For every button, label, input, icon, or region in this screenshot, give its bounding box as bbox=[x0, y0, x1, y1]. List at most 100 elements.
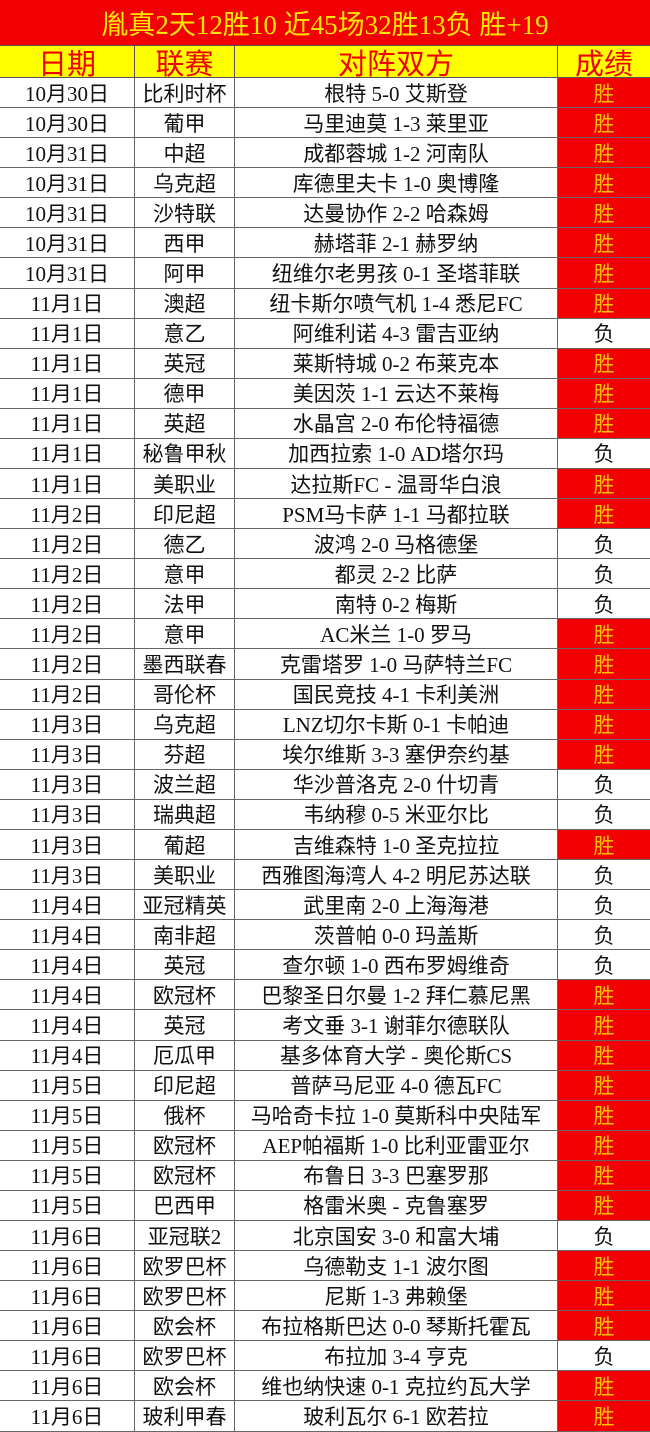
date-cell: 11月5日 bbox=[0, 1160, 135, 1191]
league-cell-text: 欧会杯 bbox=[153, 1314, 216, 1339]
match-cell-text: 都灵 2-2 比萨 bbox=[334, 562, 458, 587]
date-cell: 10月31日 bbox=[0, 168, 135, 199]
match-cell-text: 波鸿 2-0 马格德堡 bbox=[313, 532, 479, 557]
match-cell-text: 考文垂 3-1 谢菲尔德联队 bbox=[282, 1013, 510, 1038]
league-cell: 英冠 bbox=[135, 348, 235, 379]
date-cell: 11月4日 bbox=[0, 890, 135, 921]
date-cell: 11月5日 bbox=[0, 1190, 135, 1221]
match-cell-text: 查尔顿 1-0 西布罗姆维奇 bbox=[282, 953, 510, 978]
result-cell: 胜 bbox=[558, 288, 650, 319]
league-cell-text: 亚冠精英 bbox=[142, 893, 227, 918]
result-cell: 胜 bbox=[558, 499, 650, 530]
date-cell: 10月31日 bbox=[0, 228, 135, 259]
result-cell-text: 负 bbox=[593, 1344, 615, 1369]
date-cell-text: 11月5日 bbox=[30, 1104, 104, 1129]
league-cell: 乌克超 bbox=[135, 168, 235, 199]
result-cell-text: 胜 bbox=[593, 983, 615, 1008]
result-cell: 负 bbox=[558, 920, 650, 951]
result-cell-text: 胜 bbox=[593, 743, 615, 768]
match-cell: 基多体育大学 - 奥伦斯CS bbox=[235, 1040, 558, 1071]
result-cell: 胜 bbox=[558, 198, 650, 229]
result-cell: 胜 bbox=[558, 1311, 650, 1342]
league-cell-text: 墨西联春 bbox=[142, 653, 227, 678]
date-cell-text: 11月3日 bbox=[30, 773, 104, 798]
date-cell: 11月1日 bbox=[0, 288, 135, 319]
result-cell: 胜 bbox=[558, 168, 650, 199]
league-cell-text: 芬超 bbox=[163, 743, 206, 768]
header-date: 日期 bbox=[0, 46, 135, 78]
match-cell-text: 美因茨 1-1 云达不莱梅 bbox=[292, 382, 500, 407]
result-cell-text: 胜 bbox=[593, 231, 615, 256]
league-cell-text: 葡超 bbox=[163, 833, 206, 858]
date-cell-text: 11月3日 bbox=[30, 743, 104, 768]
league-cell: 比利时杯 bbox=[135, 78, 235, 109]
match-cell: LNZ切尔卡斯 0-1 卡帕迪 bbox=[235, 709, 558, 740]
date-cell-text: 11月6日 bbox=[30, 1254, 104, 1279]
date-cell: 11月1日 bbox=[0, 469, 135, 500]
result-cell-text: 胜 bbox=[593, 1074, 615, 1099]
league-cell: 哥伦杯 bbox=[135, 679, 235, 710]
match-cell-text: 布拉加 3-4 亨克 bbox=[324, 1344, 468, 1369]
date-cell: 11月6日 bbox=[0, 1281, 135, 1312]
result-cell: 胜 bbox=[558, 1160, 650, 1191]
league-cell-text: 澳超 bbox=[163, 292, 206, 317]
date-cell-text: 11月2日 bbox=[30, 502, 104, 527]
date-cell: 11月1日 bbox=[0, 348, 135, 379]
match-cell: 埃尔维斯 3-3 塞伊奈约基 bbox=[235, 739, 558, 770]
match-cell-text: 南特 0-2 梅斯 bbox=[334, 592, 458, 617]
date-cell: 11月1日 bbox=[0, 408, 135, 439]
date-cell: 11月4日 bbox=[0, 1040, 135, 1071]
result-cell-text: 胜 bbox=[593, 1134, 615, 1159]
match-cell: 都灵 2-2 比萨 bbox=[235, 559, 558, 590]
result-cell-text: 胜 bbox=[593, 1044, 615, 1069]
header-league: 联赛 bbox=[135, 46, 235, 78]
date-cell: 11月1日 bbox=[0, 438, 135, 470]
league-cell: 法甲 bbox=[135, 589, 235, 620]
match-cell: 玻利瓦尔 6-1 欧若拉 bbox=[235, 1401, 558, 1432]
result-cell: 胜 bbox=[558, 679, 650, 710]
date-cell: 11月5日 bbox=[0, 1070, 135, 1101]
result-cell-text: 负 bbox=[593, 1224, 615, 1249]
date-cell-text: 11月1日 bbox=[30, 472, 104, 497]
league-cell-text: 阿甲 bbox=[163, 262, 206, 287]
date-cell-text: 10月31日 bbox=[25, 171, 109, 196]
date-cell: 11月2日 bbox=[0, 589, 135, 620]
date-cell-text: 10月31日 bbox=[25, 231, 109, 256]
league-cell-text: 厄瓜甲 bbox=[153, 1044, 216, 1069]
result-cell: 胜 bbox=[558, 228, 650, 259]
league-cell: 欧会杯 bbox=[135, 1311, 235, 1342]
result-cell: 胜 bbox=[558, 1251, 650, 1282]
league-cell: 俄杯 bbox=[135, 1100, 235, 1131]
result-cell: 胜 bbox=[558, 619, 650, 650]
header-match: 对阵双方 bbox=[235, 46, 558, 78]
league-cell: 欧罗巴杯 bbox=[135, 1281, 235, 1312]
match-cell: 吉维森特 1-0 圣克拉拉 bbox=[235, 829, 558, 861]
date-cell: 11月6日 bbox=[0, 1401, 135, 1432]
league-cell-text: 意甲 bbox=[163, 622, 206, 647]
match-cell: 普萨马尼亚 4-0 德瓦FC bbox=[235, 1070, 558, 1101]
date-cell-text: 11月5日 bbox=[30, 1134, 104, 1159]
result-cell-text: 负 bbox=[593, 803, 615, 828]
date-cell: 11月3日 bbox=[0, 860, 135, 891]
league-cell: 亚冠联2 bbox=[135, 1220, 235, 1252]
result-cell-text: 胜 bbox=[593, 1104, 615, 1129]
match-cell: 达曼协作 2-2 哈森姆 bbox=[235, 198, 558, 229]
league-cell: 巴西甲 bbox=[135, 1190, 235, 1221]
result-cell: 胜 bbox=[558, 649, 650, 680]
result-cell-text: 胜 bbox=[593, 1164, 615, 1189]
match-cell-text: 西雅图海湾人 4-2 明尼苏达联 bbox=[261, 863, 531, 888]
result-cell-text: 负 bbox=[593, 893, 615, 918]
date-cell-text: 11月2日 bbox=[30, 683, 104, 708]
date-cell: 11月1日 bbox=[0, 378, 135, 409]
match-cell: 阿维利诺 4-3 雷吉亚纳 bbox=[235, 318, 558, 349]
league-cell-text: 印尼超 bbox=[153, 502, 216, 527]
result-cell-text: 负 bbox=[593, 532, 615, 557]
match-cell-text: 基多体育大学 - 奥伦斯CS bbox=[279, 1044, 513, 1069]
result-cell: 胜 bbox=[558, 1281, 650, 1312]
match-cell: 加西拉索 1-0 AD塔尔玛 bbox=[235, 438, 558, 470]
league-cell-text: 印尼超 bbox=[153, 1074, 216, 1099]
result-cell-text: 胜 bbox=[593, 171, 615, 196]
league-cell: 澳超 bbox=[135, 288, 235, 319]
league-cell-text: 俄杯 bbox=[163, 1104, 206, 1129]
result-cell-text: 胜 bbox=[593, 1284, 615, 1309]
